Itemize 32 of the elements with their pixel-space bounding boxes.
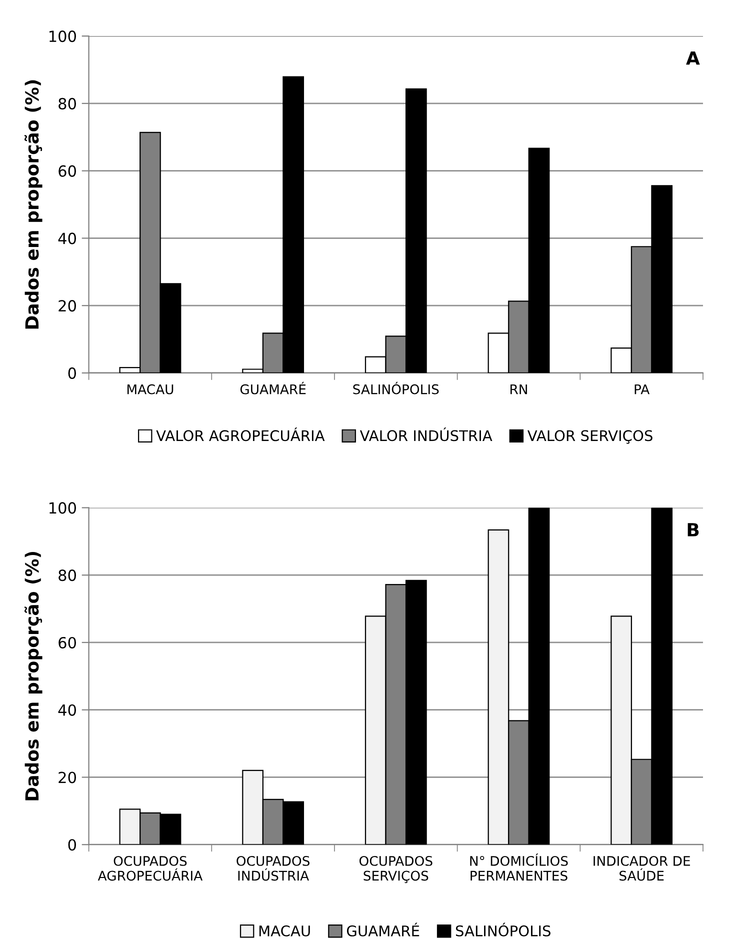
y-tick-label: 0 [68,367,76,379]
x-tick-label: N° DOMICÍLIOS PERMANENTES [470,854,568,881]
y-tick-label: 100 [50,30,76,42]
legend-label: VALOR SERVIÇOS [527,430,652,444]
x-tick-label: PA [634,384,650,394]
x-tick-label: MACAU [127,384,174,394]
y-tick-label: 40 [58,232,76,244]
y-tick-label: 40 [58,704,76,716]
legend-label: MACAU [259,925,310,936]
x-tick-label: OCUPADOS AGROPECUÁRIA [98,856,203,881]
x-tick-label: RN [510,384,527,394]
legend-label: GUAMARÉ [346,922,420,936]
y-axis-title: Dados em proporção (%) [24,80,42,329]
y-tick-label: 80 [58,570,76,582]
x-tick-label: OCUPADOS SERVIÇOS [359,856,432,884]
y-tick-label: 60 [58,636,76,648]
legend-label: VALOR INDÚSTRIA [360,427,492,442]
annotation: B [688,523,699,536]
y-tick-label: 80 [58,98,76,110]
x-tick-label: INDICADOR DE SAÚDE [594,856,690,881]
annotation: A [686,51,700,65]
y-tick-label: 20 [58,300,76,312]
y-tick-label: 0 [68,839,76,851]
legend-label: VALOR AGROPECUÁRIA [156,427,325,442]
y-tick-label: 60 [58,165,76,177]
x-tick-label: GUAMARÉ [240,382,306,394]
y-tick-label: 100 [50,502,76,514]
legend-label: SALINÓPOLIS [456,922,550,936]
x-tick-label: SALINÓPOLIS [353,382,439,394]
x-tick-label: OCUPADOS INDÚSTRIA [236,856,310,881]
y-axis-title: Dados em proporção (%) [24,552,42,800]
y-tick-label: 20 [58,772,76,784]
